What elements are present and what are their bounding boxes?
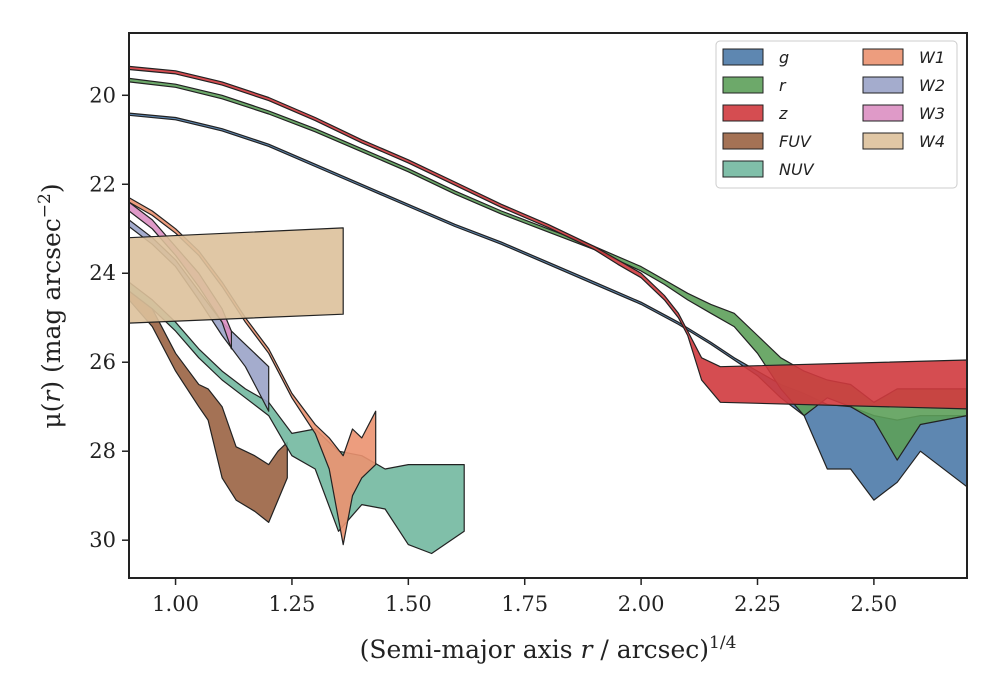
y-tick-label: 22 [89, 172, 116, 196]
legend: grz FUV NUV W1 W2 W3 W4 [715, 40, 958, 189]
legend-swatch [722, 48, 764, 66]
series-band-w4 [128, 227, 344, 324]
legend-label: z [778, 104, 788, 123]
legend-label: W2 [919, 76, 945, 95]
plot-frame [128, 32, 968, 579]
y-tick-label: 24 [89, 261, 116, 285]
legend-swatch [862, 48, 904, 66]
y-tick-label: 28 [89, 439, 116, 463]
legend-swatch [722, 132, 764, 150]
legend-label: NUV [779, 160, 815, 179]
legend-label: g [779, 48, 789, 67]
series-band-nuv [128, 281, 465, 555]
x-tick-label: 2.25 [734, 592, 781, 616]
legend-swatch [862, 76, 904, 94]
y-tick-label: 30 [89, 528, 116, 552]
legend-label: W4 [919, 132, 945, 151]
legend-label: FUV [779, 132, 812, 151]
x-axis-label: (Semi-major axis r / arcsec)1/4 [360, 633, 737, 664]
x-tick-label: 1.00 [152, 592, 199, 616]
legend-label: W1 [919, 48, 945, 67]
y-ticks: 20 22 24 26 28 30 [89, 83, 129, 552]
legend-swatch [722, 76, 764, 94]
y-axis-label: μ(r) (mag arcsec−2) [35, 183, 66, 428]
legend-swatch [722, 160, 764, 178]
x-ticks: 1.00 1.25 1.50 1.75 2.00 2.25 2.50 [152, 578, 897, 616]
y-tick-label: 20 [89, 83, 116, 107]
legend-label: r [779, 76, 787, 95]
x-tick-label: 2.50 [851, 592, 898, 616]
x-tick-label: 1.75 [501, 592, 548, 616]
legend-swatch [722, 104, 764, 122]
x-tick-label: 1.25 [269, 592, 316, 616]
legend-swatch [862, 132, 904, 150]
legend-swatch [862, 104, 904, 122]
series-band-fuv [128, 290, 288, 523]
x-tick-label: 1.50 [385, 592, 432, 616]
series-layer [128, 65, 968, 555]
legend-label: W3 [919, 104, 945, 123]
x-tick-label: 2.00 [618, 592, 665, 616]
y-tick-label: 26 [89, 350, 116, 374]
